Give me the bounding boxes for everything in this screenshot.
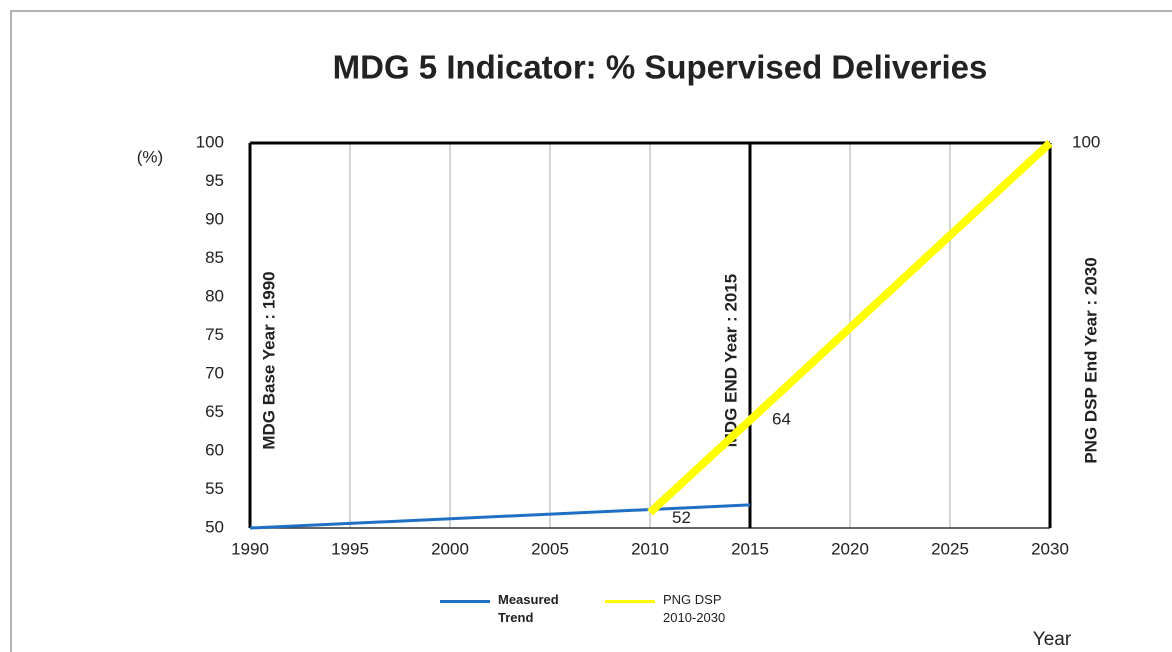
x-tick-label: 2005 — [531, 539, 569, 558]
annotation: MDG Base Year : 1990 — [259, 271, 278, 449]
x-tick-label: 2030 — [1031, 539, 1069, 558]
series-line — [249, 503, 751, 530]
x-tick-label: 2015 — [731, 539, 769, 558]
chart-title: MDG 5 Indicator: % Supervised Deliveries — [333, 49, 988, 86]
y-tick-label: 100 — [196, 132, 224, 151]
y-tick-label: 50 — [205, 517, 224, 536]
legend-label: PNG DSP 2010-2030 — [663, 592, 726, 625]
y-tick-label: 75 — [205, 325, 224, 344]
legend-swatch — [440, 600, 490, 603]
x-tick-label: 2010 — [631, 539, 669, 558]
x-tick-label: 2020 — [831, 539, 869, 558]
y-tick-label: 65 — [205, 402, 224, 421]
x-tick-label: 1990 — [231, 539, 269, 558]
x-axis-label: Year — [1033, 629, 1072, 650]
y-tick-label: 80 — [205, 286, 224, 305]
y-tick-label: 55 — [205, 479, 224, 498]
y-tick-label: 95 — [205, 171, 224, 190]
x-tick-label: 1995 — [331, 539, 369, 558]
annotation: PNG DSP End Year : 2030 — [1081, 257, 1100, 463]
data-label: 100 — [1072, 132, 1100, 151]
y-axis-label: (%) — [137, 147, 163, 166]
x-tick-label: 2025 — [931, 539, 969, 558]
y-tick-label: 90 — [205, 209, 224, 228]
y-tick-label: 70 — [205, 363, 224, 382]
y-tick-label: 85 — [205, 248, 224, 267]
y-tick-label: 60 — [205, 440, 224, 459]
series-line — [647, 140, 1053, 516]
frame — [10, 10, 1172, 652]
data-label: 64 — [772, 410, 791, 429]
x-tick-label: 2000 — [431, 539, 469, 558]
legend-label: Measured Trend — [498, 592, 559, 625]
annotation: MDG END Year : 2015 — [721, 274, 740, 448]
data-label: 52 — [672, 508, 691, 527]
legend-swatch — [605, 600, 655, 603]
